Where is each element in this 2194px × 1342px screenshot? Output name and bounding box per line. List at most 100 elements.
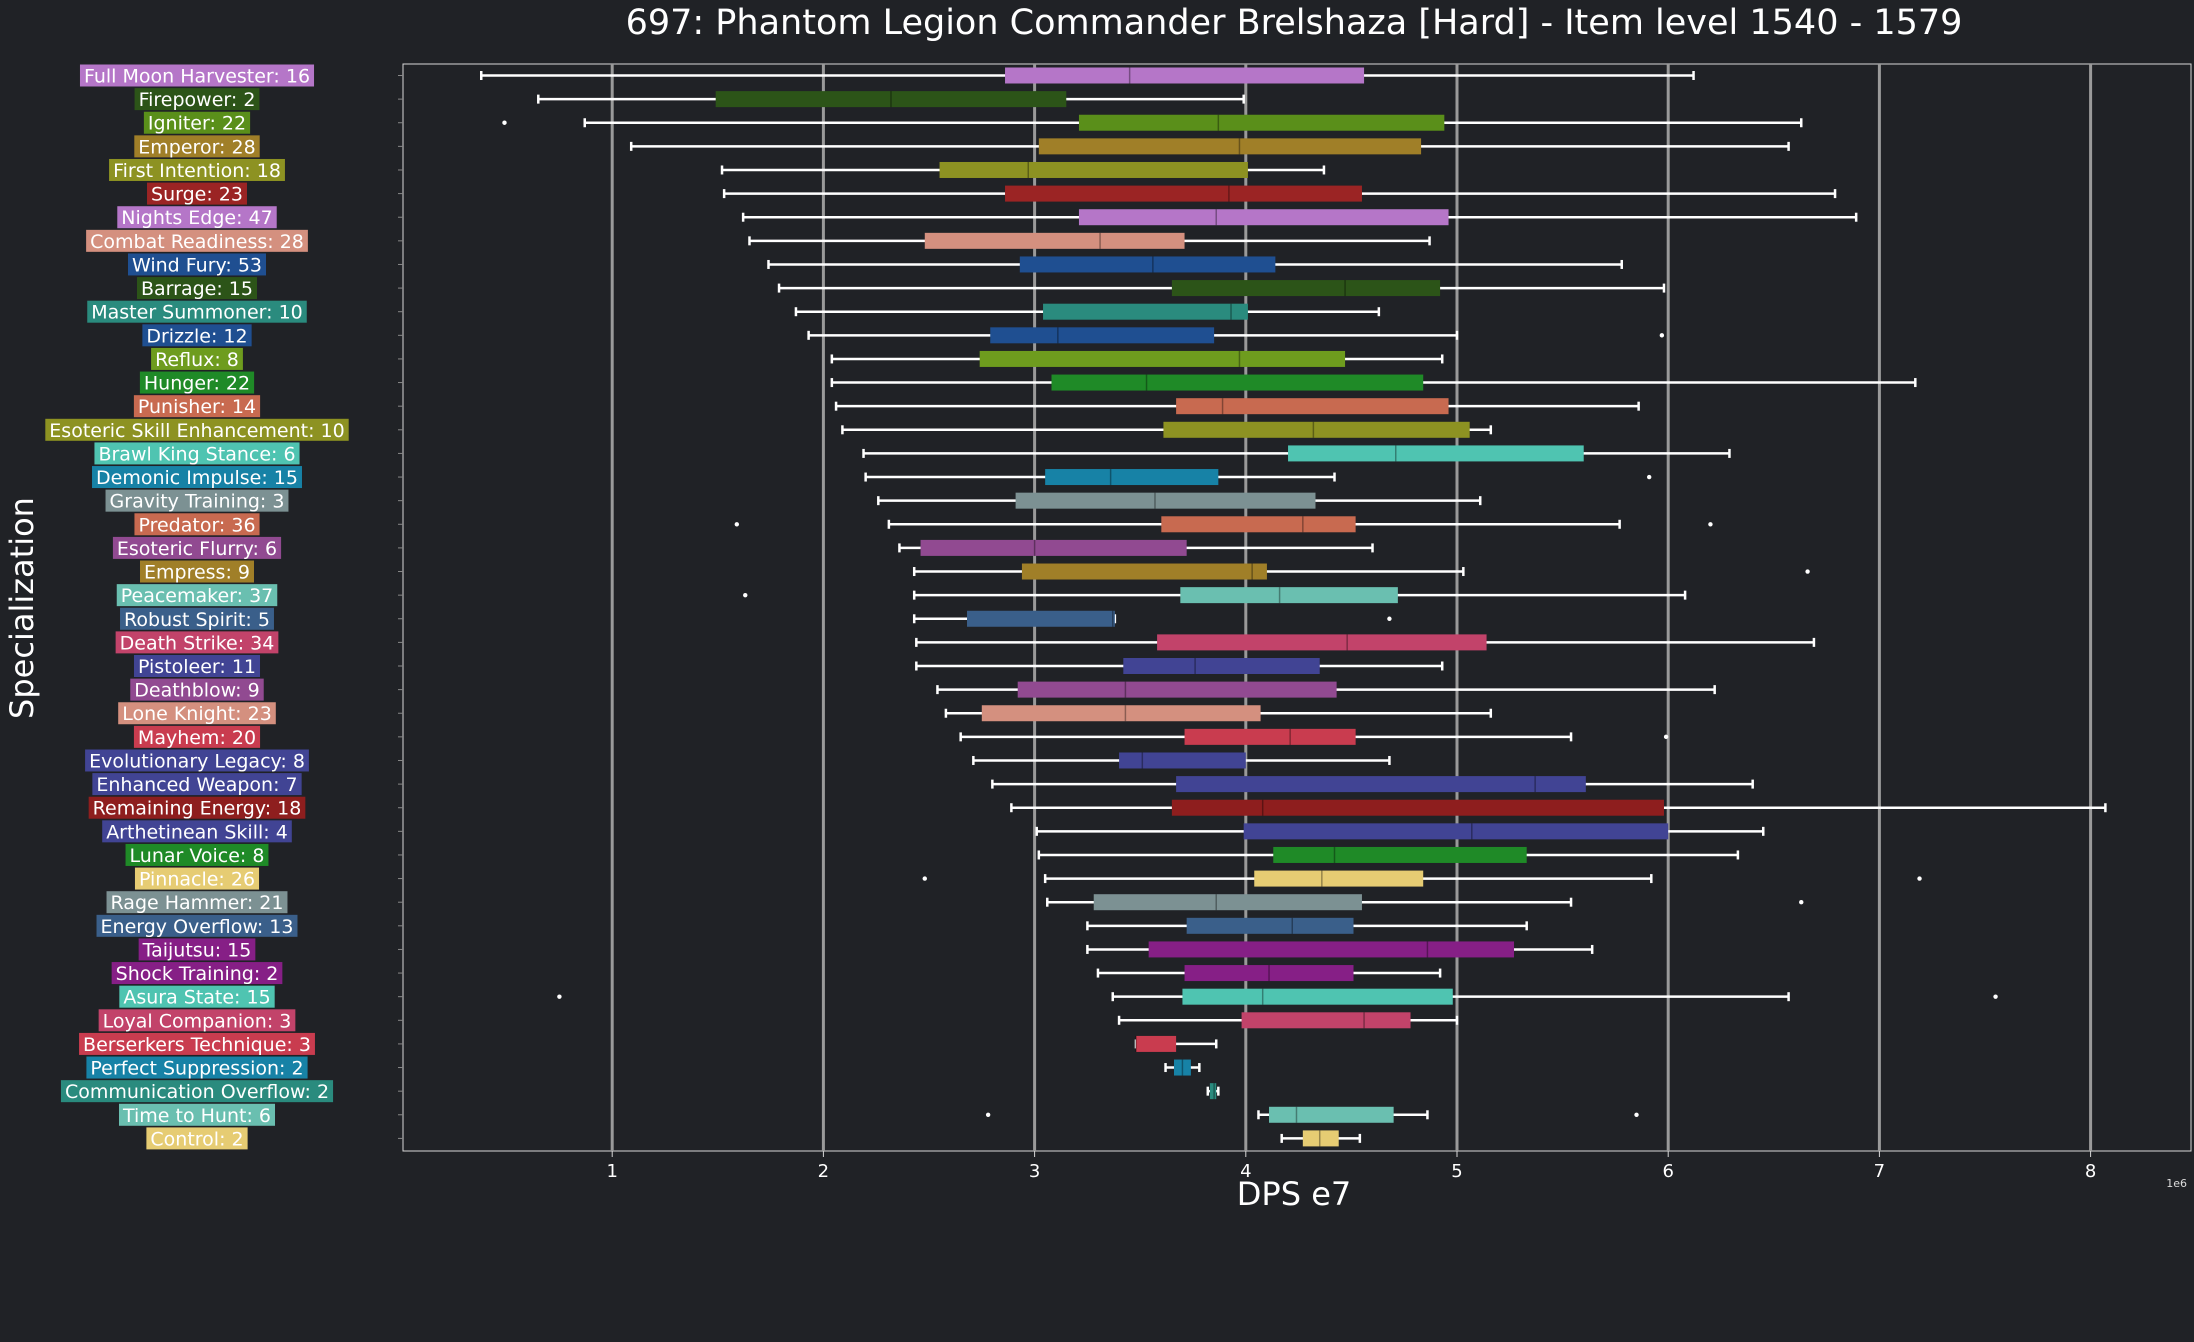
box-35: [1046, 894, 1804, 911]
y-tick-label-text: Nights Edge: 47: [121, 207, 272, 229]
y-tick-label-15: Esoteric Skill Enhancement: 10: [45, 418, 349, 442]
y-tick-label-22: Peacemaker: 37: [116, 584, 278, 607]
y-tick-label-text: Lone Knight: 23: [122, 703, 272, 725]
box-5: [722, 185, 1837, 202]
box-iqr: [924, 232, 1185, 249]
y-tick-label-text: Energy Overflow: 13: [101, 916, 294, 938]
y-tick-label-background: [133, 395, 261, 418]
y-tick-label-12: Reflux: 8: [151, 347, 243, 371]
y-tick-label-background: [116, 584, 278, 607]
outlier-point: [1993, 994, 1998, 999]
box-39: [557, 988, 1998, 1005]
y-tick-label-text: Pistoleer: 11: [138, 656, 256, 678]
y-tick-label-14: Punisher: 14: [133, 395, 261, 418]
y-tick-label-34: Pinnacle: 26: [134, 867, 260, 891]
y-tick-label-background: [133, 725, 261, 748]
y-tick-label-text: Taijutsu: 15: [142, 939, 252, 961]
y-tick-label-text: Rage Hammer: 21: [111, 892, 284, 914]
y-tick-label-32: Arthetinean Skill: 4: [102, 820, 292, 843]
y-tick-label-background: [102, 820, 292, 843]
y-tick-label-text: Demonic Impulse: 15: [96, 467, 298, 489]
x-tick-label: 7: [1874, 1161, 1885, 1182]
y-tick-label-28: Mayhem: 20: [133, 725, 261, 749]
y-tick-label-background: [118, 702, 276, 725]
y-tick-label-2: Igniter: 22: [143, 111, 251, 135]
box-iqr: [1135, 1035, 1177, 1052]
y-tick-label-text: Wind Fury: 53: [132, 254, 262, 276]
box-37: [1086, 941, 1594, 958]
box-series: [480, 67, 2107, 1147]
y-tick-label-43: Communication Overflow: 2: [60, 1080, 334, 1103]
x-offset-text: 1e6: [2166, 1177, 2187, 1190]
y-tick-label-background: [142, 324, 252, 347]
box-34: [922, 870, 1922, 887]
outlier-point: [1663, 734, 1669, 740]
box-iqr: [1161, 516, 1356, 533]
box-11: [807, 327, 1665, 344]
box-iqr: [715, 91, 1067, 108]
box-31: [1010, 799, 2107, 816]
box-iqr: [1173, 1059, 1191, 1076]
box-iqr: [1148, 941, 1515, 958]
y-tick-label-background: [137, 277, 257, 300]
y-tick-label-text: Death Strike: 34: [120, 632, 275, 654]
y-tick-label-background: [147, 182, 247, 205]
y-tick-label-background: [127, 253, 267, 276]
y-tick-label-text: Barrage: 15: [141, 278, 253, 300]
box-8: [767, 256, 1623, 273]
outlier-point: [1659, 333, 1665, 338]
box-iqr: [981, 705, 1261, 722]
box-iqr: [979, 350, 1346, 367]
box-iqr: [990, 327, 1215, 344]
box-12: [830, 350, 1444, 367]
y-tick-label-text: Control: 2: [150, 1128, 243, 1150]
box-28: [959, 728, 1669, 745]
box-iqr: [1176, 398, 1449, 415]
y-tick-label-background: [96, 914, 298, 937]
y-tick-label-text: Pinnacle: 26: [139, 869, 255, 891]
y-tick-label-text: Enhanced Weapon: 7: [96, 774, 297, 796]
y-tick-label-background: [117, 206, 277, 229]
y-tick-label-background: [134, 513, 260, 536]
box-43: [1206, 1083, 1220, 1100]
y-tick-label-text: Esoteric Skill Enhancement: 10: [49, 420, 344, 442]
box-19: [734, 516, 1713, 533]
y-tick-label-background: [151, 347, 243, 370]
y-tick-label-text: Surge: 23: [151, 184, 243, 206]
x-tick-label: 2: [818, 1161, 829, 1182]
y-tick-label-text: Communication Overflow: 2: [65, 1081, 329, 1103]
outlier-point: [502, 120, 507, 125]
y-tick-label-30: Enhanced Weapon: 7: [92, 773, 302, 796]
y-tick-label-text: Time to Hunt: 6: [122, 1105, 271, 1127]
y-tick-label-background: [92, 466, 302, 489]
y-tick-label-33: Lunar Voice: 8: [125, 843, 269, 867]
y-tick-label-text: Perfect Suppression: 2: [90, 1058, 303, 1080]
outlier-point: [734, 522, 740, 527]
y-tick-label-6: Nights Edge: 47: [117, 206, 277, 229]
y-tick-label-10: Master Summoner: 10: [87, 300, 307, 324]
box-41: [1134, 1035, 1218, 1052]
box-0: [480, 67, 1695, 84]
y-tick-label-background: [86, 1056, 308, 1079]
x-tick-labels: 1 2 3 4 5 6 7 8: [606, 1151, 2096, 1182]
box-40: [1117, 1012, 1459, 1029]
box-iqr: [1157, 634, 1487, 651]
y-tick-label-text: Esoteric Flurry: 6: [117, 538, 277, 560]
x-tick-label: 6: [1662, 1161, 1673, 1182]
box-iqr: [1180, 587, 1398, 604]
y-tick-label-24: Death Strike: 34: [115, 631, 279, 654]
box-iqr: [1078, 114, 1445, 131]
x-tick-label: 1: [606, 1161, 617, 1182]
x-tick-label: 8: [2085, 1161, 2096, 1182]
box-iqr: [939, 161, 1248, 178]
y-tick-label-text: Deathblow: 9: [134, 680, 259, 702]
y-tick-label-background: [143, 111, 251, 134]
y-tick-label-background: [109, 158, 285, 181]
box-iqr: [1078, 209, 1449, 226]
y-tick-label-42: Perfect Suppression: 2: [86, 1056, 308, 1080]
y-tick-label-background: [115, 631, 279, 654]
y-tick-label-0: Full Moon Harvester: 16: [79, 64, 315, 88]
box-iqr: [1045, 469, 1219, 486]
box-iqr: [1243, 823, 1669, 840]
box-iqr: [1241, 1012, 1411, 1029]
